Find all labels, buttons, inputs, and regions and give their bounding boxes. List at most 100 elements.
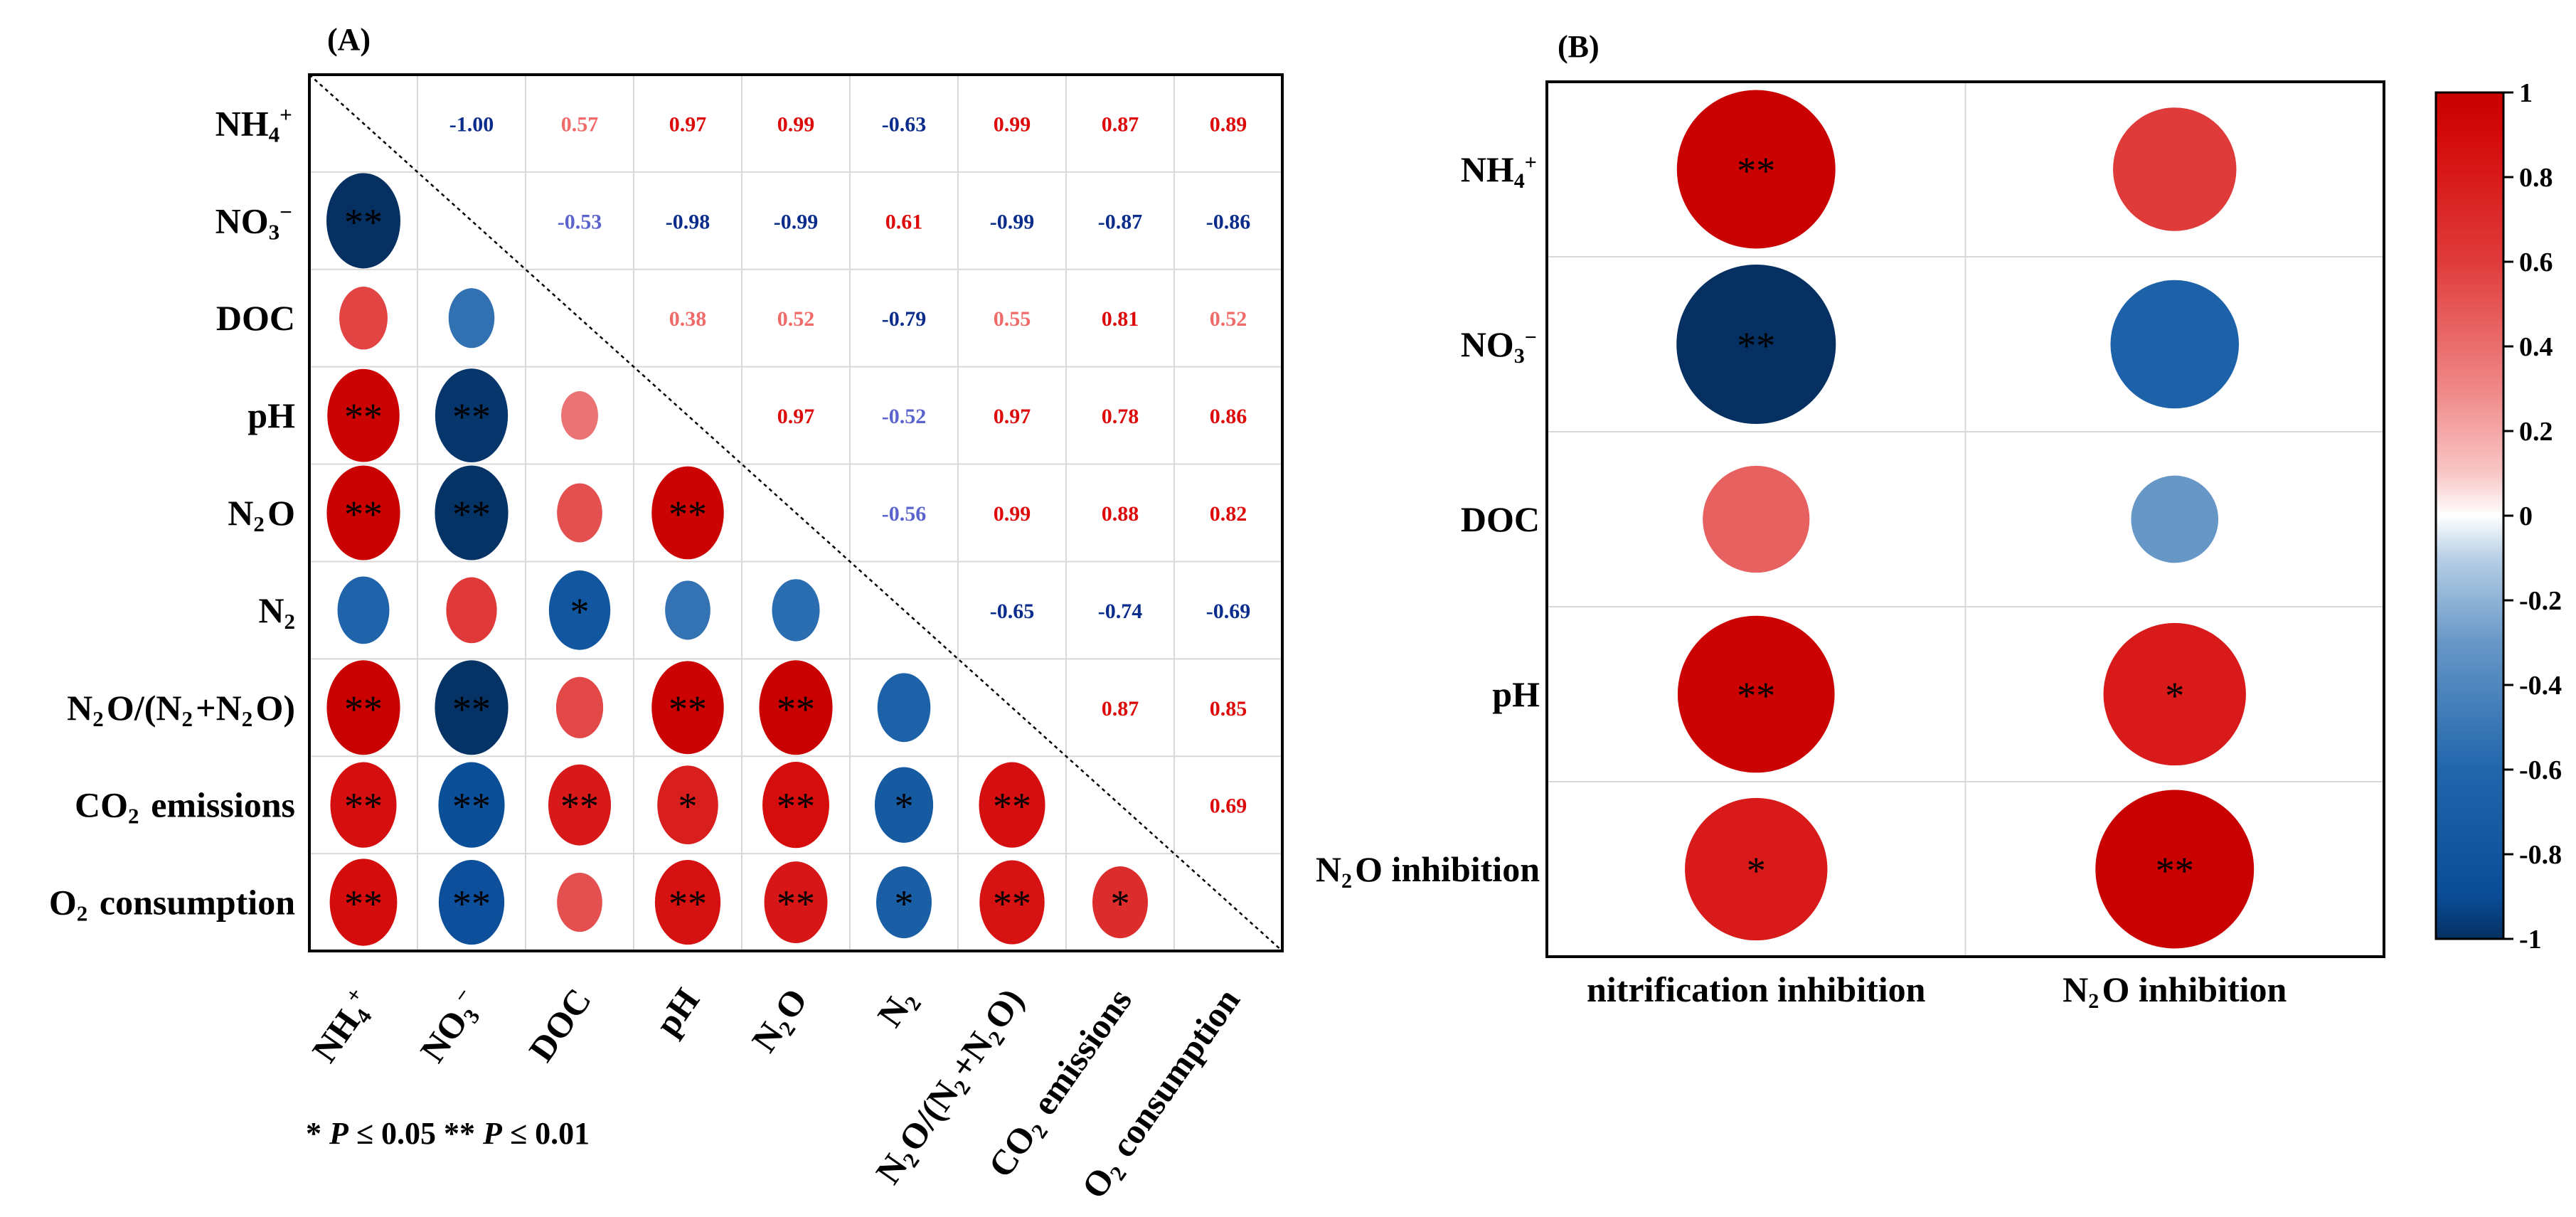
coef-n2o-n2: -0.56 bbox=[882, 502, 927, 526]
col-label-nitrification-inhibition: nitrification inhibition bbox=[1587, 969, 1926, 1009]
ellipse-n2o-n2-n2o-no3 bbox=[435, 660, 509, 755]
col-label-ph: pH bbox=[647, 981, 707, 1043]
coef-no3-doc: -0.53 bbox=[558, 210, 602, 233]
colorbar-gradient bbox=[2434, 91, 2505, 940]
significance-star: ** bbox=[344, 395, 383, 438]
colorbar: 1 0.8 0.6 0.4 0.2 0 -0.2 -0.4 -0.6 -0.8 -1 bbox=[2434, 78, 2562, 955]
row-label-n2o-n2-n2o: N2 O/(N2 +N2 O) bbox=[67, 688, 295, 731]
ellipse-o2-consumption-n2 bbox=[876, 866, 932, 939]
significance-star: ** bbox=[452, 493, 491, 536]
ellipse-o2-consumption-n2o-n2-n2o bbox=[979, 860, 1045, 945]
ellipse-o2-consumption-co2-emissions bbox=[1092, 866, 1148, 939]
significance-star: ** bbox=[993, 785, 1031, 828]
panel-a-row-labels: NH4+ NO3− DOC pH N2 O N2 N2 O/(N2 +N2 O) CO2 … bbox=[49, 102, 295, 925]
circle-n2o-inhibition-nitrification-inhibition bbox=[1685, 797, 1828, 941]
legend-one-star: * bbox=[306, 1116, 329, 1151]
panel-b-grid bbox=[1545, 80, 2385, 958]
coef-doc-n2o-n2-n2o: 0.55 bbox=[994, 307, 1031, 331]
row-label-n2o: N2 O bbox=[228, 493, 295, 536]
colorbar-tick-label: 0.6 bbox=[2519, 248, 2553, 277]
ellipse-n2-no3 bbox=[446, 577, 497, 644]
colorbar-tick-label: 0.4 bbox=[2519, 332, 2553, 362]
ellipse-n2-doc bbox=[548, 570, 611, 650]
ellipse-co2-emissions-ph bbox=[657, 765, 718, 845]
col-label-n2o-inhibition: N2 O inhibition bbox=[2063, 969, 2287, 1013]
significance-star: * bbox=[570, 590, 590, 633]
ellipse-n2o-n2-n2o-n2o bbox=[759, 660, 833, 755]
ellipse-doc-no3 bbox=[448, 288, 495, 349]
col-label-n2: N2 bbox=[870, 981, 927, 1036]
panel-a: (A) -1.00 0.57 0.97 0.99 -0.63 0.99 0.87 0.89**… bbox=[49, 22, 1284, 1206]
panel-b-frame bbox=[1545, 80, 2385, 958]
coef-n2-o2-consumption: -0.69 bbox=[1206, 600, 1251, 623]
coef-nh4-doc: 0.57 bbox=[561, 112, 599, 136]
coef-no3-ph: -0.98 bbox=[666, 210, 710, 233]
row-label-ph: pH bbox=[248, 395, 295, 435]
row-label-doc: DOC bbox=[1461, 499, 1540, 539]
colorbar-tick-label: 0 bbox=[2519, 501, 2533, 531]
coef-co2-emissions-o2-consumption: 0.69 bbox=[1210, 794, 1247, 818]
ellipse-o2-consumption-nh4 bbox=[329, 859, 398, 946]
coef-nh4-ph: 0.97 bbox=[669, 112, 707, 136]
colorbar-tick-label: 1 bbox=[2519, 78, 2533, 108]
significance-star: * bbox=[895, 785, 914, 828]
row-label-ph: pH bbox=[1492, 674, 1540, 714]
coef-nh4-o2-consumption: 0.89 bbox=[1210, 112, 1247, 136]
circle-nh4-nitrification-inhibition bbox=[1676, 90, 1836, 249]
colorbar-tick-label: 0.8 bbox=[2519, 163, 2553, 193]
coef-nh4-no3: -1.00 bbox=[449, 112, 494, 136]
significance-star: ** bbox=[2156, 849, 2194, 892]
coef-no3-n2: 0.61 bbox=[885, 210, 923, 233]
coef-ph-o2-consumption: 0.86 bbox=[1210, 405, 1247, 428]
ellipse-o2-consumption-no3 bbox=[438, 859, 505, 945]
panel-b-column-labels: nitrification inhibition N2 O inhibition bbox=[1587, 969, 2287, 1013]
row-label-no3: NO3− bbox=[215, 199, 295, 244]
coef-doc-n2o: 0.52 bbox=[777, 307, 815, 331]
significance-star: ** bbox=[452, 395, 491, 438]
colorbar-tick-label: -0.4 bbox=[2519, 671, 2562, 701]
ellipse-co2-emissions-doc bbox=[548, 764, 612, 846]
circle-ph-n2o-inhibition bbox=[2103, 622, 2246, 766]
ellipse-co2-emissions-n2 bbox=[874, 767, 934, 843]
coef-doc-o2-consumption: 0.52 bbox=[1210, 307, 1247, 331]
circle-doc-n2o-inhibition bbox=[2131, 475, 2219, 563]
coef-n2o-n2-n2o-o2-consumption: 0.85 bbox=[1210, 697, 1247, 721]
significance-star: * bbox=[1111, 883, 1130, 925]
ellipse-n2o-doc bbox=[557, 483, 602, 543]
coef-ph-n2o: 0.97 bbox=[777, 405, 815, 428]
coef-n2o-n2-n2o-co2-emissions: 0.87 bbox=[1102, 697, 1139, 721]
panel-b-label: (B) bbox=[1558, 29, 1600, 64]
ellipse-co2-emissions-n2o bbox=[762, 762, 829, 849]
panel-a-label: (A) bbox=[327, 22, 371, 57]
colorbar-tick-label: -0.2 bbox=[2519, 586, 2562, 616]
coef-n2-co2-emissions: -0.74 bbox=[1098, 600, 1143, 623]
coef-no3-n2o: -0.99 bbox=[774, 210, 819, 233]
panel-a-diagonal bbox=[309, 74, 1283, 952]
significance-star: ** bbox=[344, 688, 383, 730]
significance-star: ** bbox=[777, 688, 815, 730]
significance-star: ** bbox=[344, 201, 383, 243]
significance-star: * bbox=[1747, 849, 1766, 892]
circle-no3-n2o-inhibition bbox=[2110, 280, 2240, 409]
significance-star: ** bbox=[1737, 149, 1775, 192]
panel-b-row-labels: NH4+ NO3− DOC pH N2 O inhibition bbox=[1316, 149, 1540, 893]
significance-star: ** bbox=[993, 883, 1031, 925]
coef-no3-co2-emissions: -0.87 bbox=[1098, 210, 1143, 233]
col-label-nh4: NH4+ bbox=[303, 980, 385, 1071]
coef-ph-n2: -0.52 bbox=[882, 405, 927, 428]
ellipse-n2o-n2-n2o-n2 bbox=[877, 673, 931, 743]
significance-star: * bbox=[678, 785, 698, 828]
significance-star: ** bbox=[669, 688, 707, 730]
colorbar-tick-label: -0.6 bbox=[2519, 755, 2562, 785]
row-label-o2-consumption: O2 consumption bbox=[49, 883, 295, 926]
colorbar-tick-label: -0.8 bbox=[2519, 840, 2562, 870]
ellipse-no3-nh4 bbox=[326, 173, 400, 269]
coef-ph-n2o-n2-n2o: 0.97 bbox=[994, 405, 1031, 428]
ellipse-co2-emissions-n2o-n2-n2o bbox=[979, 762, 1045, 848]
circle-ph-nitrification-inhibition bbox=[1677, 615, 1835, 773]
ellipse-ph-no3 bbox=[435, 368, 509, 463]
ellipse-doc-nh4 bbox=[339, 287, 388, 350]
